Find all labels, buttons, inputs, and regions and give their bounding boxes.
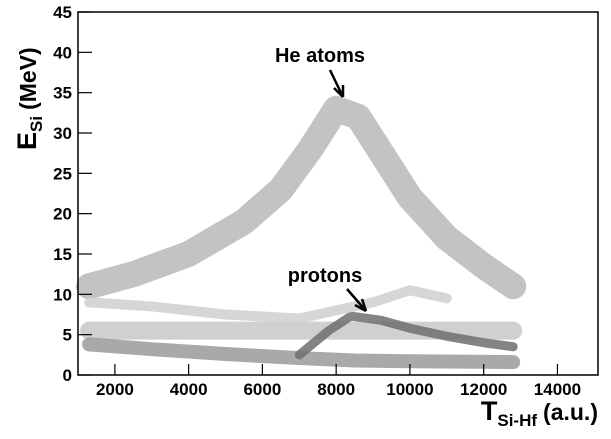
y-tick-label: 30 [53,124,72,143]
y-tick-label: 25 [53,164,72,183]
y-tick-label: 40 [53,43,72,62]
density-band [294,311,518,360]
annotation: He atoms [275,45,365,67]
y-tick-label: 5 [63,326,72,345]
density-band [76,95,527,300]
y-title-unit: (MeV) [15,47,41,110]
x-axis-title: TSi-Hf (a.u.) [481,396,598,430]
x-tick-label: 4000 [170,380,208,399]
y-title-main: E [12,132,42,150]
x-tick-label: 14000 [534,380,581,399]
x-tick-label: 10000 [386,380,433,399]
x-tick-label: 8000 [317,380,355,399]
annotation-arrow [346,288,368,313]
y-tick-label: 45 [53,3,72,22]
y-tick-label: 35 [53,84,72,103]
x-title-sub: Si-Hf [497,411,537,430]
x-title-main: T [481,396,498,426]
annotation: protons [288,265,362,287]
y-title-sub: Si [27,116,46,132]
plot-frame [77,11,599,376]
x-title-unit: (a.u.) [543,399,598,425]
x-tick-label: 12000 [460,380,507,399]
y-tick-label: 0 [63,366,72,385]
y-tick-label: 10 [53,285,72,304]
x-tick-label: 6000 [243,380,281,399]
y-axis-title: ESi (MeV) [12,47,46,150]
annotation-arrow [328,69,345,98]
y-tick-label: 20 [53,205,72,224]
x-tick-label: 2000 [96,380,134,399]
y-tick-label: 15 [53,245,72,264]
density-bands [76,95,527,370]
density-band [84,285,452,324]
